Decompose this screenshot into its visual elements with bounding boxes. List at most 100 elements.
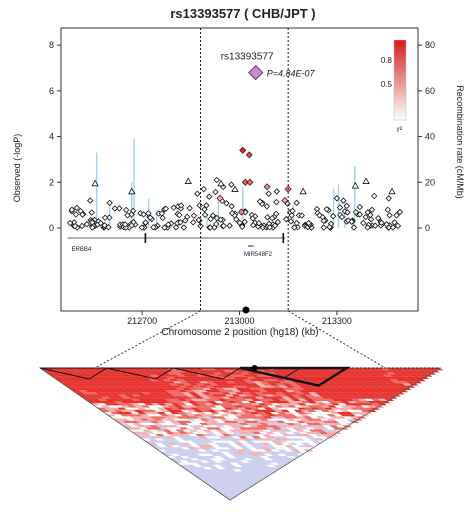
snp-point <box>273 210 280 218</box>
ld-cell <box>129 379 139 382</box>
snp-triangle <box>299 187 307 195</box>
ld-cell <box>238 431 249 434</box>
ld-cell <box>126 414 137 417</box>
ld-cell <box>383 370 393 373</box>
ld-cell <box>273 372 283 375</box>
ld-cell <box>142 429 152 432</box>
ld-cell <box>78 390 89 393</box>
snp-point <box>320 217 327 225</box>
ld-cell <box>237 407 247 410</box>
ld-cell <box>189 458 200 461</box>
ld-cell <box>122 383 132 386</box>
ld-cell <box>179 414 190 417</box>
ld-cell <box>315 387 325 390</box>
ld-cell <box>193 368 204 371</box>
r2-legend-bar <box>393 39 407 121</box>
ld-cell <box>68 383 79 386</box>
ld-cell <box>198 436 208 439</box>
ld-cell <box>269 420 280 423</box>
ld-cell <box>185 427 196 430</box>
ld-cell <box>308 429 319 432</box>
ld-cell <box>406 368 417 371</box>
snp-point <box>356 203 364 211</box>
ld-cell <box>298 431 309 434</box>
ld-cell <box>171 436 182 439</box>
ld-cell <box>159 376 170 379</box>
snp-point-ld <box>245 151 253 159</box>
snp-point <box>360 219 367 227</box>
ld-cell <box>122 420 133 423</box>
ld-cell <box>169 425 179 428</box>
ld-cell <box>243 412 254 415</box>
ld-cell <box>140 368 150 371</box>
ld-cell <box>338 385 349 388</box>
ld-cell <box>118 385 129 388</box>
ld-cell <box>332 385 342 388</box>
ld-cell <box>232 423 243 426</box>
ld-cell <box>122 374 133 377</box>
ld-cell <box>214 396 225 399</box>
ld-cell <box>261 392 272 395</box>
ld-cell <box>135 387 145 390</box>
ld-cell <box>212 464 223 467</box>
ld-cell <box>309 420 320 423</box>
ld-cell <box>250 403 261 406</box>
ld-cell <box>348 383 359 386</box>
ld-cell <box>213 460 223 463</box>
ld-cell <box>280 401 291 404</box>
ld-cell <box>195 387 205 390</box>
ld-cell <box>267 442 278 445</box>
ld-cell <box>73 368 84 371</box>
ld-cell <box>305 427 316 430</box>
ld-cell <box>80 368 90 371</box>
ld-cell <box>279 381 289 384</box>
y2-tick-label: 20 <box>425 177 435 187</box>
ld-cell <box>355 383 366 386</box>
ld-cell <box>344 403 354 406</box>
ld-cell <box>151 398 161 401</box>
ld-cell <box>99 372 110 375</box>
ld-cell <box>221 387 232 390</box>
ld-cell <box>85 390 95 393</box>
ld-cell <box>381 387 392 390</box>
ld-cell <box>228 387 239 390</box>
ld-cell <box>280 409 290 412</box>
ld-cell <box>314 396 325 399</box>
ld-cell <box>367 405 377 408</box>
ld-cell <box>124 398 135 401</box>
ld-cell <box>382 374 393 377</box>
ld-cell <box>165 431 175 434</box>
ld-cell <box>193 414 203 417</box>
ld-cell <box>254 438 265 441</box>
ld-cell <box>332 376 343 379</box>
ld-cell <box>227 405 237 408</box>
ld-cell <box>285 385 296 388</box>
snp-point <box>72 211 80 218</box>
ld-cell <box>245 390 255 393</box>
ld-cell <box>116 412 127 415</box>
ld-cell <box>199 460 210 463</box>
ld-cell <box>318 431 329 434</box>
ld-cell <box>95 383 106 386</box>
ld-cell <box>266 464 276 467</box>
ld-cell <box>155 434 165 437</box>
ld-cell <box>372 376 383 379</box>
ld-cell <box>84 394 95 397</box>
snp-triangle <box>231 185 239 192</box>
ld-cell <box>342 420 353 423</box>
ld-cell <box>170 453 180 456</box>
ld-cell <box>302 425 313 428</box>
ld-cell <box>142 425 153 428</box>
ld-cell <box>269 370 280 373</box>
ld-cell <box>247 447 258 450</box>
y2-tick-label: 0 <box>425 223 430 233</box>
snp-point <box>255 220 263 227</box>
ld-cell <box>161 434 172 437</box>
ld-cell <box>257 407 267 410</box>
ld-cell <box>360 409 370 412</box>
ld-cell <box>213 414 223 417</box>
ld-cell <box>113 405 124 408</box>
ld-cell <box>416 370 427 373</box>
ld-cell <box>134 401 144 404</box>
ld-cell <box>392 376 403 379</box>
